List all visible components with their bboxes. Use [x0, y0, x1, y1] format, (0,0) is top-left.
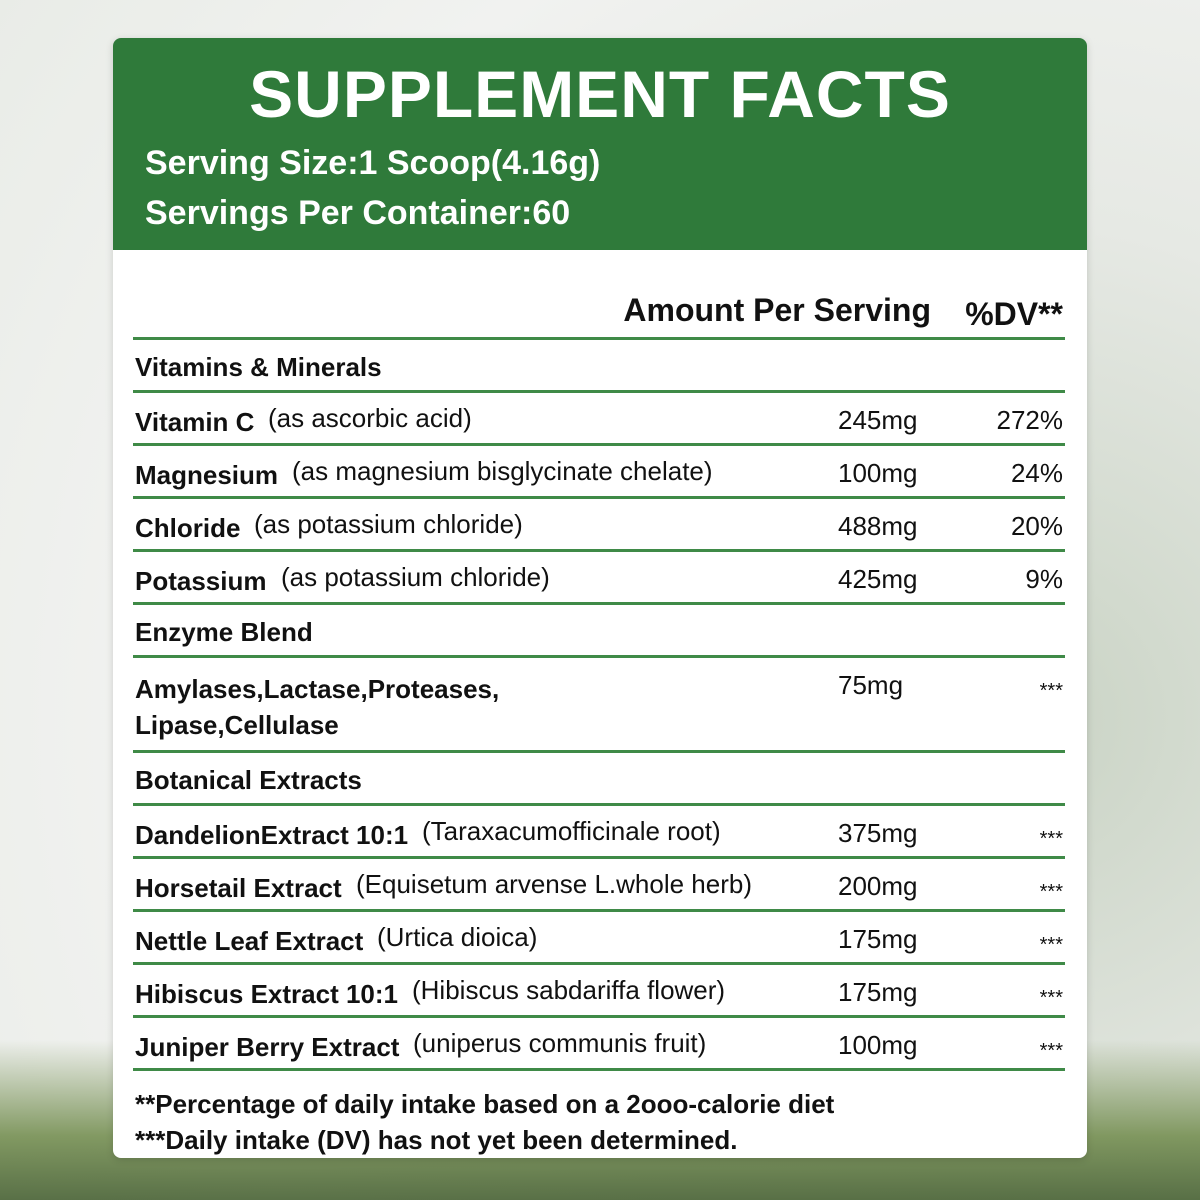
footnote: **Percentage of daily intake based on a … — [135, 1089, 835, 1119]
nutrient-source: (Equisetum arvense L.whole herb) — [356, 869, 752, 899]
nutrient-row: Potassium (as potassium chloride) 425mg 9% — [133, 552, 1065, 605]
nutrient-row: Chloride (as potassium chloride) 488mg 20% — [133, 499, 1065, 552]
nutrient-name: Potassium — [135, 566, 267, 596]
nutrient-name: Vitamin C — [135, 407, 255, 437]
amount: 175mg — [838, 977, 918, 1007]
section-title: Botanical Extracts — [135, 765, 362, 795]
nutrient-source: (Urtica dioica) — [377, 922, 538, 952]
section-row: Enzyme Blend — [133, 605, 1065, 658]
serving-size: Serving Size:1 Scoop(4.16g) — [145, 144, 601, 182]
section-title: Enzyme Blend — [135, 617, 313, 647]
nutrient-name: Amylases,Lactase,Proteases, — [135, 674, 500, 704]
daily-value: 272% — [996, 405, 1064, 435]
amount: 75mg — [838, 670, 904, 700]
daily-value: *** — [1039, 987, 1063, 1009]
nutrient-name: Nettle Leaf Extract — [135, 926, 364, 956]
nutrient-name: DandelionExtract 10:1 — [135, 820, 409, 850]
amount-header: Amount Per Serving — [623, 292, 931, 328]
nutrient-name: Hibiscus Extract 10:1 — [135, 979, 399, 1009]
amount: 425mg — [838, 564, 918, 594]
amount: 100mg — [838, 458, 918, 488]
nutrient-row: Horsetail Extract (Equisetum arvense L.wh… — [133, 859, 1065, 912]
daily-value: 9% — [1025, 564, 1063, 594]
facts-panel: SUPPLEMENT FACTS Serving Size:1 Scoop(4.… — [113, 38, 1087, 1158]
amount: 488mg — [838, 511, 918, 541]
nutrient-source: (as potassium chloride) — [281, 562, 550, 592]
nutrient-row: Hibiscus Extract 10:1 (Hibiscus sabdariff… — [133, 965, 1065, 1018]
section-row: Vitamins & Minerals — [133, 340, 1065, 393]
nutrient-name: Chloride — [135, 513, 241, 543]
daily-value: 24% — [1010, 458, 1063, 488]
nutrient-source: (Taraxacumofficinale root) — [422, 816, 721, 846]
amount: 200mg — [838, 871, 918, 901]
nutrient-source: (as ascorbic acid) — [268, 403, 472, 433]
amount: 375mg — [838, 818, 918, 848]
column-header: Amount Per Serving %DV** — [133, 250, 1065, 340]
nutrient-source: (as magnesium bisglycinate chelate) — [292, 456, 713, 486]
nutrient-source: (Hibiscus sabdariffa flower) — [412, 975, 726, 1005]
nutrient-row: Nettle Leaf Extract (Urtica dioica) 175mg *… — [133, 912, 1065, 965]
title: SUPPLEMENT FACTS — [249, 57, 951, 131]
daily-value: *** — [1039, 680, 1063, 702]
daily-value: 20% — [1010, 511, 1063, 541]
amount: 100mg — [838, 1030, 918, 1060]
amount: 245mg — [838, 405, 918, 435]
servings-per-container: Servings Per Container:60 — [145, 194, 571, 232]
nutrient-row: DandelionExtract 10:1 (Taraxacumofficinal… — [133, 806, 1065, 859]
dv-header: %DV** — [965, 296, 1063, 332]
nutrient-row: Amylases,Lactase,Proteases, Lipase,Cellul… — [133, 658, 1065, 753]
section-title: Vitamins & Minerals — [135, 352, 382, 382]
section-row: Botanical Extracts — [133, 753, 1065, 806]
nutrient-row: Magnesium (as magnesium bisglycinate chel… — [133, 446, 1065, 499]
nutrient-name: Magnesium — [135, 460, 279, 490]
daily-value: *** — [1039, 1040, 1063, 1062]
nutrient-name: Lipase,Cellulase — [135, 710, 339, 740]
daily-value: *** — [1039, 934, 1063, 956]
footnote: ***Daily intake (DV) has not yet been de… — [135, 1125, 738, 1155]
nutrient-row: Juniper Berry Extract (uniperus communis … — [133, 1018, 1065, 1071]
nutrient-source: (uniperus communis fruit) — [413, 1028, 707, 1058]
nutrient-name: Horsetail Extract — [135, 873, 342, 903]
nutrient-row: Vitamin C (as ascorbic acid) 245mg 272% — [133, 393, 1065, 446]
nutrient-source: (as potassium chloride) — [254, 509, 523, 539]
daily-value: *** — [1039, 828, 1063, 850]
header: SUPPLEMENT FACTS Serving Size:1 Scoop(4.… — [113, 38, 1087, 250]
amount: 175mg — [838, 924, 918, 954]
nutrient-name: Juniper Berry Extract — [135, 1032, 400, 1062]
daily-value: *** — [1039, 881, 1063, 903]
